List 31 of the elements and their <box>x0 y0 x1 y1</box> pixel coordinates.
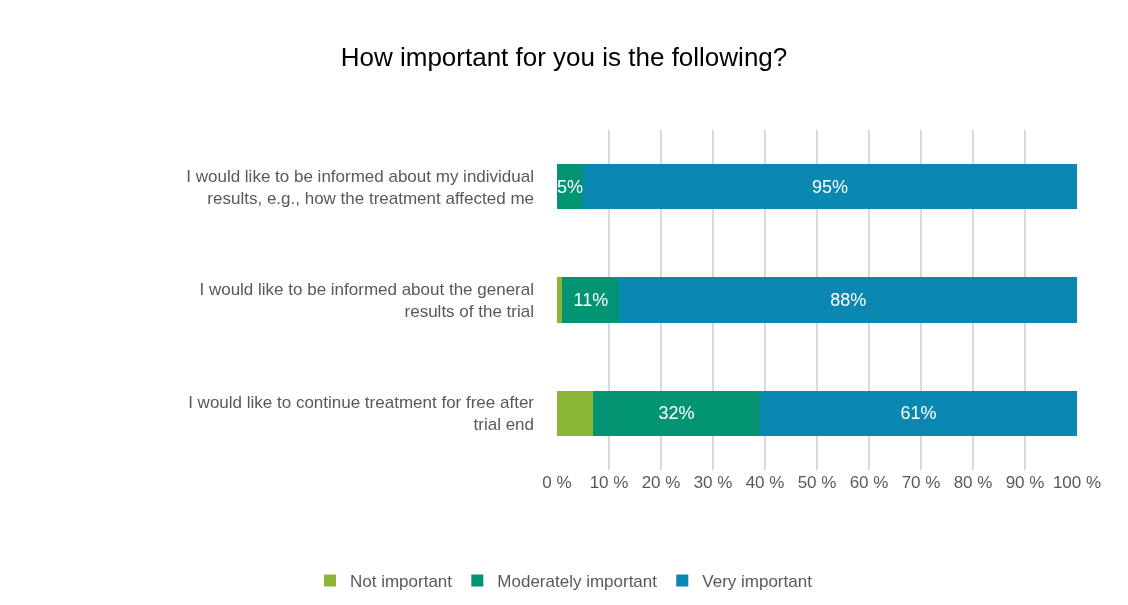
x-tick-label: 40 % <box>745 473 785 492</box>
bar <box>593 390 760 436</box>
data-label: 88% <box>830 290 867 310</box>
x-tick-label: 30 % <box>693 473 733 492</box>
y-tick-label: I would like to be informed about the general results of the trial <box>199 279 534 321</box>
data-label: 61% <box>900 403 937 424</box>
x-tick-label: 0 % <box>542 473 572 492</box>
legend-label: Not important <box>350 572 453 592</box>
data-label: 5% <box>556 176 584 197</box>
data-label: 11% <box>573 290 609 310</box>
bar <box>619 277 1077 323</box>
x-tick-label: 20 % <box>641 473 681 492</box>
chart-title: How important for you is the following? <box>340 42 788 73</box>
y-tick-label: I would like to be informed about my individual results, e.g., how the treatment affected me <box>186 166 534 208</box>
x-tick-label: 50 % <box>797 473 837 492</box>
bar <box>557 277 563 323</box>
data-label: 32% <box>658 403 695 424</box>
x-tick-label: 80 % <box>953 473 993 492</box>
x-tick-label: 60 % <box>849 473 889 492</box>
data-label: 95% <box>811 176 849 197</box>
bar <box>759 390 1077 436</box>
x-tick-label: 90 % <box>1005 473 1045 492</box>
legend-label: Very important <box>702 572 813 592</box>
y-tick-label: I would like to continue treatment for free after trial end <box>188 393 535 435</box>
bar <box>557 390 594 436</box>
x-tick-label: 10 % <box>589 473 629 492</box>
bar <box>583 164 1077 210</box>
x-tick-label: 70 % <box>901 473 941 492</box>
x-tick-label: 100 % <box>1052 473 1102 492</box>
legend-label: Moderately important <box>497 572 658 592</box>
bar <box>562 277 620 323</box>
